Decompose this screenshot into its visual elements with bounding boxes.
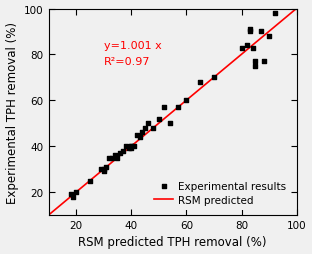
- Experimental results: [253, 60, 258, 64]
- Experimental results: [120, 149, 125, 153]
- Experimental results: [74, 190, 79, 194]
- Experimental results: [145, 122, 150, 126]
- Experimental results: [247, 28, 252, 32]
- Experimental results: [156, 117, 161, 121]
- Experimental results: [198, 81, 203, 85]
- Experimental results: [110, 156, 115, 160]
- Text: R²=0.97: R²=0.97: [104, 57, 150, 67]
- Experimental results: [151, 126, 156, 130]
- Experimental results: [184, 99, 189, 103]
- Experimental results: [176, 106, 181, 110]
- Experimental results: [261, 60, 266, 64]
- Experimental results: [104, 165, 109, 169]
- Experimental results: [137, 135, 142, 139]
- Experimental results: [258, 30, 263, 34]
- Experimental results: [239, 46, 244, 50]
- Experimental results: [143, 126, 148, 130]
- Experimental results: [247, 30, 252, 34]
- Experimental results: [99, 167, 104, 171]
- Experimental results: [167, 122, 172, 126]
- Experimental results: [272, 12, 277, 16]
- Experimental results: [101, 167, 106, 171]
- Experimental results: [71, 195, 76, 199]
- X-axis label: RSM predicted TPH removal (%): RSM predicted TPH removal (%): [78, 235, 267, 248]
- Experimental results: [212, 76, 217, 80]
- Experimental results: [140, 131, 145, 135]
- Text: y=1.001 x: y=1.001 x: [104, 41, 162, 51]
- Experimental results: [250, 46, 255, 50]
- Experimental results: [162, 106, 167, 110]
- Experimental results: [107, 156, 112, 160]
- Experimental results: [132, 145, 137, 149]
- Experimental results: [129, 145, 134, 149]
- Experimental results: [129, 145, 134, 149]
- Legend: Experimental results, RSM predicted: Experimental results, RSM predicted: [149, 177, 291, 210]
- Y-axis label: Experimental TPH removal (%): Experimental TPH removal (%): [6, 22, 18, 203]
- Experimental results: [126, 147, 131, 151]
- Experimental results: [118, 151, 123, 155]
- Experimental results: [87, 179, 92, 183]
- Experimental results: [68, 193, 73, 197]
- Experimental results: [129, 147, 134, 151]
- Experimental results: [266, 35, 271, 39]
- Experimental results: [112, 154, 117, 158]
- Experimental results: [123, 145, 128, 149]
- Experimental results: [101, 170, 106, 174]
- Experimental results: [115, 156, 120, 160]
- Experimental results: [134, 133, 139, 137]
- Experimental results: [253, 65, 258, 69]
- Experimental results: [245, 44, 250, 48]
